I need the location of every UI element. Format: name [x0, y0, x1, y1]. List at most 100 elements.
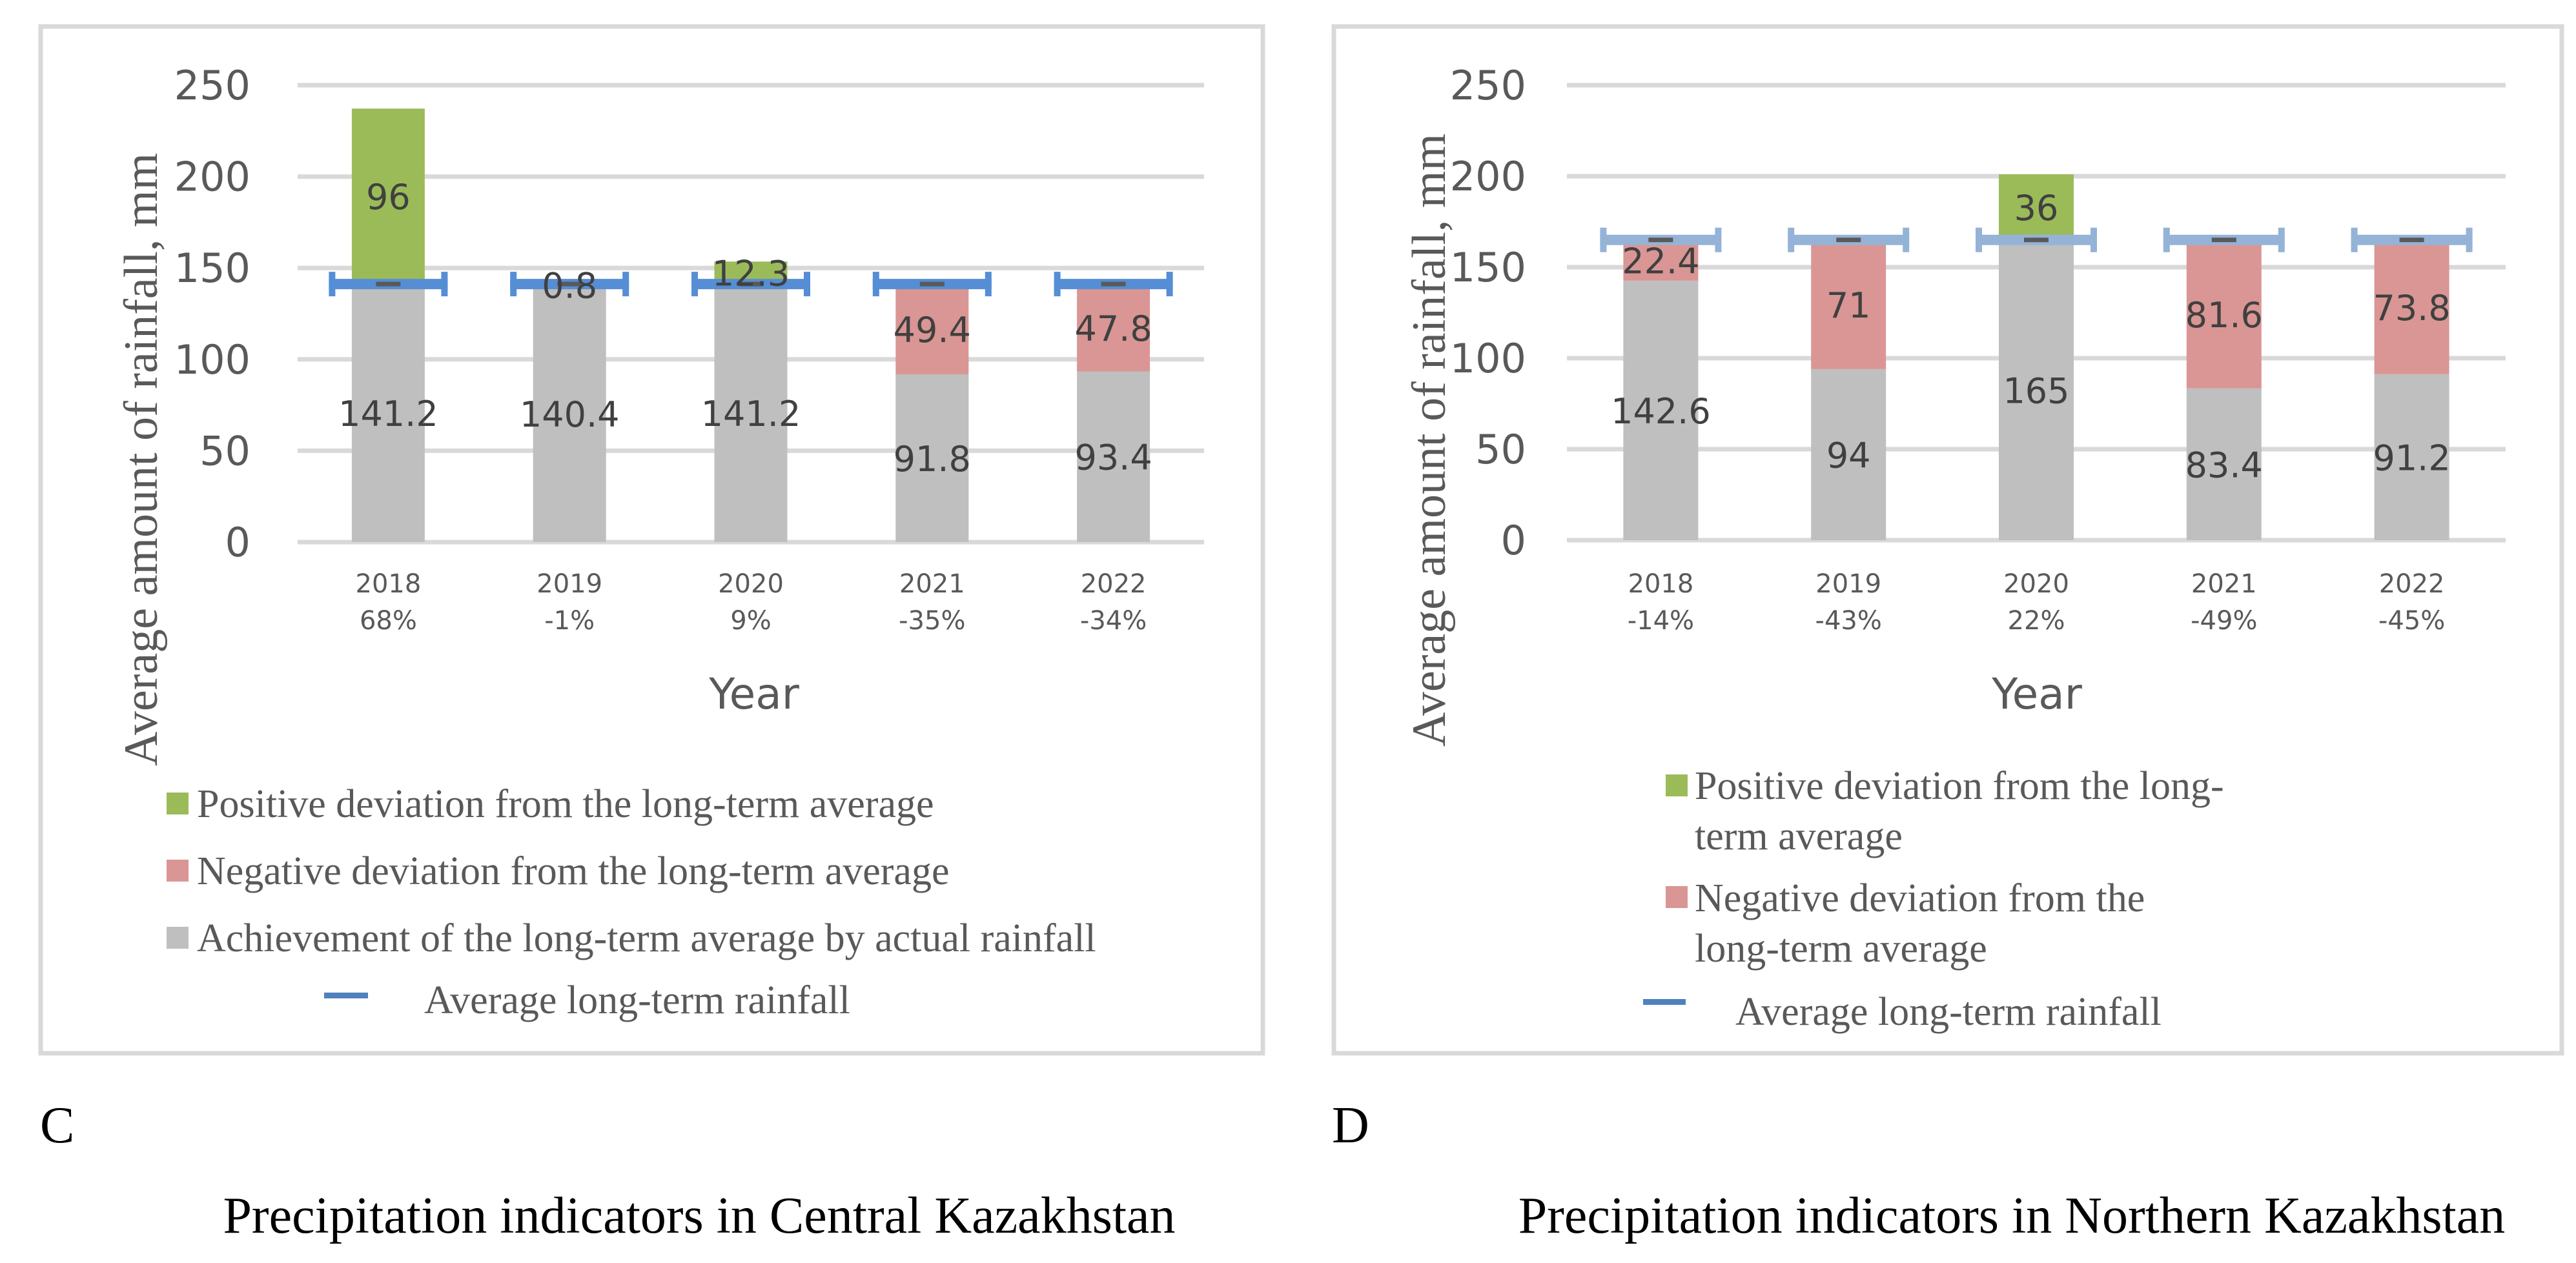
- legend-label-achievement: Achievement of the long-term average by …: [197, 916, 1096, 960]
- bar-segment-negative: [1077, 284, 1150, 372]
- x-tick-year: 2021: [2191, 569, 2257, 599]
- bar-segment-achievement: [2374, 374, 2449, 540]
- bar-segment-achievement: [1999, 239, 2074, 540]
- legend-label-positive-line1: Positive deviation from the long-: [1695, 764, 2224, 808]
- data-label-negative: 47.8: [1074, 308, 1152, 349]
- legend-label-negative: Negative deviation from the long-term av…: [197, 849, 949, 893]
- bar-segment-achievement: [895, 374, 969, 542]
- bar-segment-negative: [1811, 239, 1886, 369]
- x-tick-year: 2018: [1628, 569, 1694, 599]
- data-label-achievement: 140.4: [520, 394, 620, 435]
- y-tick-label: 150: [174, 245, 250, 292]
- data-label-positive: 96: [366, 177, 411, 217]
- legend-label-negative-line1: Negative deviation from the: [1695, 876, 2145, 920]
- x-tick-percent: -43%: [1815, 606, 1882, 636]
- x-tick-percent: 68%: [360, 606, 417, 636]
- data-label-positive: 12.3: [712, 254, 790, 294]
- legend-label-average: Average long-term rainfall: [1735, 990, 2162, 1034]
- legend-swatch-negative: [1666, 886, 1688, 908]
- data-label-negative: 49.4: [894, 310, 971, 350]
- y-tick-label: 250: [174, 62, 250, 109]
- data-label-achievement: 94: [1826, 435, 1871, 476]
- bars: [351, 108, 1150, 542]
- bar-segment-achievement: [351, 284, 425, 542]
- y-axis-ticks: 0 50 100 150 200 250: [1450, 62, 1526, 564]
- legend-swatch-positive: [167, 793, 189, 814]
- data-labels: 142.6 22.4 94 71 165 36 83.4 81.6 91.2 73.8: [1611, 188, 2451, 485]
- x-tick-percent: 9%: [730, 606, 771, 636]
- x-tick-year: 2021: [899, 569, 965, 599]
- x-axis-title: Year: [1991, 669, 2083, 719]
- legend-swatch-negative: [167, 860, 189, 882]
- legend: Positive deviation from the long- term a…: [1643, 764, 2224, 1034]
- x-axis-title: Year: [708, 669, 800, 719]
- y-tick-label: 50: [1475, 426, 1526, 473]
- x-tick-year: 2020: [718, 569, 784, 599]
- y-axis-title: Average amount of rainfall, mm: [115, 153, 168, 766]
- data-label-achievement: 142.6: [1611, 391, 1711, 432]
- y-tick-label: 100: [174, 336, 250, 383]
- x-tick-percent: -49%: [2191, 606, 2257, 636]
- data-label-achievement: 141.2: [701, 394, 801, 434]
- legend-swatch-positive: [1666, 774, 1688, 796]
- y-tick-label: 150: [1450, 244, 1526, 291]
- panel-letter-d: D: [1332, 1097, 1369, 1154]
- y-tick-label: 0: [1501, 517, 1526, 564]
- data-label-negative: 71: [1826, 285, 1871, 326]
- y-axis-ticks: 0 50 100 150 200 250: [174, 62, 250, 566]
- x-tick-year: 2022: [1081, 569, 1147, 599]
- y-tick-label: 200: [174, 154, 250, 201]
- data-label-achievement: 83.4: [2185, 445, 2263, 485]
- average-markers: [1600, 227, 2473, 252]
- average-markers: [329, 272, 1173, 297]
- panel-letter-c: C: [40, 1097, 74, 1154]
- chart-central-kazakhstan: 0 50 100 150 200 250 2018 68% 2019 -1% 2020 9% 2021…: [38, 24, 1265, 1056]
- gridlines: [298, 83, 1204, 545]
- legend-label-negative-line2: long-term average: [1695, 927, 1987, 971]
- x-tick-year: 2019: [1815, 569, 1881, 599]
- data-label-negative: 81.6: [2185, 295, 2263, 336]
- bar-segment-achievement: [2186, 388, 2262, 540]
- bars: [1623, 174, 2449, 540]
- data-label-negative: 0.8: [542, 265, 597, 306]
- x-axis-ticks: 2018 68% 2019 -1% 2020 9% 2021 -35% 2022 -34%: [356, 569, 1147, 636]
- x-tick-year: 2018: [356, 569, 422, 599]
- bar-segment-achievement: [714, 284, 788, 542]
- data-label-achievement: 91.8: [894, 439, 971, 480]
- data-label-achievement: 165: [2003, 370, 2069, 411]
- legend-swatch-achievement: [167, 927, 189, 949]
- bar-segment-negative: [1623, 239, 1699, 281]
- bar-segment-achievement: [1623, 280, 1699, 540]
- y-tick-label: 250: [1450, 62, 1526, 109]
- data-label-positive: 36: [2014, 188, 2059, 228]
- bar-segment-achievement: [1077, 371, 1150, 542]
- data-label-achievement: 93.4: [1074, 438, 1152, 478]
- x-tick-percent: -34%: [1080, 606, 1147, 636]
- bar-segment-positive: [1999, 174, 2074, 240]
- data-label-achievement: 141.2: [338, 394, 438, 434]
- legend: Positive deviation from the long-term av…: [167, 782, 1096, 1022]
- y-tick-label: 200: [1450, 153, 1526, 200]
- bar-segment-positive: [351, 108, 425, 285]
- x-tick-percent: -14%: [1628, 606, 1694, 636]
- x-tick-year: 2022: [2379, 569, 2445, 599]
- data-labels: 141.2 96 140.4 0.8 141.2 12.3 91.8 49.4 93.4 47.8: [338, 177, 1152, 480]
- y-tick-label: 0: [225, 519, 250, 566]
- bar-segment-negative: [895, 284, 969, 375]
- legend-line-average: [1643, 999, 1686, 1005]
- data-label-negative: 73.8: [2373, 288, 2450, 328]
- bar-segment-negative: [2374, 239, 2449, 374]
- legend-line-average: [324, 993, 368, 998]
- legend-label-average: Average long-term rainfall: [424, 978, 850, 1022]
- y-tick-label: 50: [199, 427, 250, 474]
- data-label-achievement: 91.2: [2373, 438, 2450, 478]
- legend-label-positive-line2: term average: [1695, 814, 1903, 858]
- bar-segment-achievement: [1811, 369, 1886, 540]
- bar-segment-negative: [2186, 239, 2262, 389]
- data-label-negative: 22.4: [1622, 241, 1699, 281]
- y-tick-label: 100: [1450, 335, 1526, 382]
- caption-northern: Precipitation indicators in Northern Kaz…: [1518, 1187, 2505, 1244]
- bar-segment-achievement: [533, 285, 606, 542]
